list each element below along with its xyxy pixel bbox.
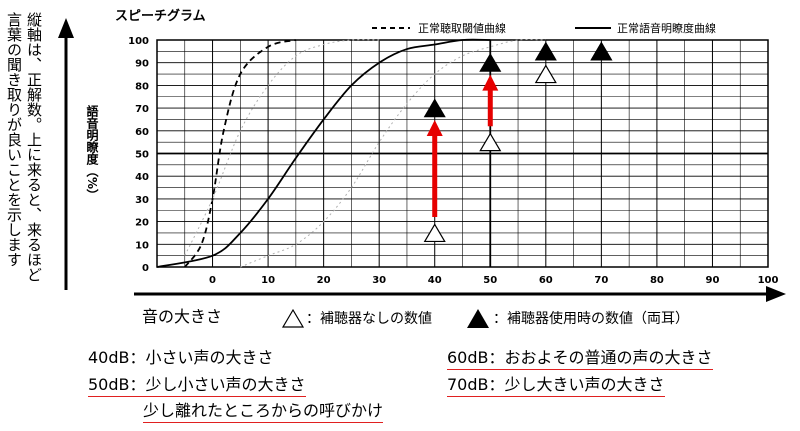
y-axis-label: 語音明瞭度（%） xyxy=(85,104,99,201)
x-tick-label: 30 xyxy=(372,275,386,286)
note-50db-extra: 少し離れたところからの呼びかけ xyxy=(143,397,384,423)
x-tick-label: 50 xyxy=(483,275,497,286)
x-tick-label: 60 xyxy=(539,275,553,286)
y-tick-label: 0 xyxy=(142,263,149,274)
improvement-arrowhead-1 xyxy=(482,74,499,91)
chart-markers xyxy=(423,41,613,243)
x-tick-label: 70 xyxy=(594,275,608,286)
note-50db: 50dB：少し小さい声の大きさ xyxy=(88,371,306,397)
note-40db: 40dB：小さい声の大きさ xyxy=(88,344,274,368)
left-note-column-1: 縦軸は、正解数。上に来ると、来るほど xyxy=(25,12,43,282)
x-tick-label: 80 xyxy=(650,275,664,286)
note-70db-label: 70dB xyxy=(447,375,489,394)
open-triangle-legend-icon xyxy=(281,308,305,328)
x-tick-label: 40 xyxy=(428,275,442,286)
filled-triangle-legend-icon xyxy=(467,309,489,328)
y-tick-label: 60 xyxy=(135,127,149,138)
legend-solid-label: 正常語音明瞭度曲線 xyxy=(617,21,716,35)
chart-title: スピーチグラム xyxy=(115,8,206,24)
y-tick-label: 20 xyxy=(135,218,149,229)
filled-triangle-legend-label: ：補聴器使用時の数値（両耳） xyxy=(493,310,689,327)
point-without-aid-2 xyxy=(534,64,557,84)
y-tick-label: 50 xyxy=(135,150,149,161)
point-with-aid-3 xyxy=(590,41,613,61)
note-50db-text: ：少し小さい声の大きさ xyxy=(129,375,306,394)
point-with-aid-1 xyxy=(479,53,502,72)
note-60db: 60dB：おおよその普通の声の大きさ xyxy=(447,344,713,370)
note-50db-label: 50dB xyxy=(88,375,130,394)
chart-grid: 0 10 20 30 40 50 60 70 80 90 100 0 10 20 30 40 50 60 70 80 9… xyxy=(128,36,778,286)
vertical-axis-arrowhead xyxy=(58,18,74,38)
y-tick-label: 90 xyxy=(135,59,149,70)
point-with-aid-2 xyxy=(534,41,557,61)
series-line-2 xyxy=(184,39,380,256)
series-line-3 xyxy=(240,39,546,268)
series-line-0 xyxy=(184,39,297,268)
note-70db-text: ：少し大きい声の大きさ xyxy=(488,375,665,394)
note-40db-text: ：小さい声の大きさ xyxy=(129,348,274,367)
x-tick-label: 90 xyxy=(705,275,719,286)
left-note-column-2: 言葉の聞き取りが良いことを示します xyxy=(5,12,23,267)
point-without-aid-0 xyxy=(423,223,446,243)
x-tick-label: 0 xyxy=(209,275,216,286)
legend-dashed-label: 正常聴取閾値曲線 xyxy=(418,21,506,35)
y-tick-label: 80 xyxy=(135,81,149,92)
x-tick-label: 10 xyxy=(261,275,275,286)
point-without-aid-1 xyxy=(479,132,502,152)
x-axis-label: 音の大きさ xyxy=(142,307,222,326)
x-tick-label: 100 xyxy=(758,275,779,286)
note-60db-text: ：おおよその普通の声の大きさ xyxy=(488,348,713,367)
note-40db-label: 40dB xyxy=(88,348,130,367)
y-tick-label: 70 xyxy=(135,104,149,115)
note-70db: 70dB：少し大きい声の大きさ xyxy=(447,371,665,397)
x-tick-label: 20 xyxy=(317,275,331,286)
y-tick-label: 10 xyxy=(135,240,149,251)
improvement-arrowhead-0 xyxy=(426,119,443,136)
y-tick-label: 100 xyxy=(128,36,149,47)
y-tick-label: 40 xyxy=(135,172,149,183)
open-triangle-legend-label: ：補聴器なしの数値 xyxy=(306,311,432,327)
series-line-1 xyxy=(156,38,491,268)
point-with-aid-0 xyxy=(423,98,446,118)
chart-curves xyxy=(156,38,546,268)
y-tick-label: 30 xyxy=(135,195,149,206)
note-50db-extra-text: 少し離れたところからの呼びかけ xyxy=(143,401,384,420)
horizontal-axis-arrowhead xyxy=(766,286,786,302)
note-60db-label: 60dB xyxy=(447,348,489,367)
